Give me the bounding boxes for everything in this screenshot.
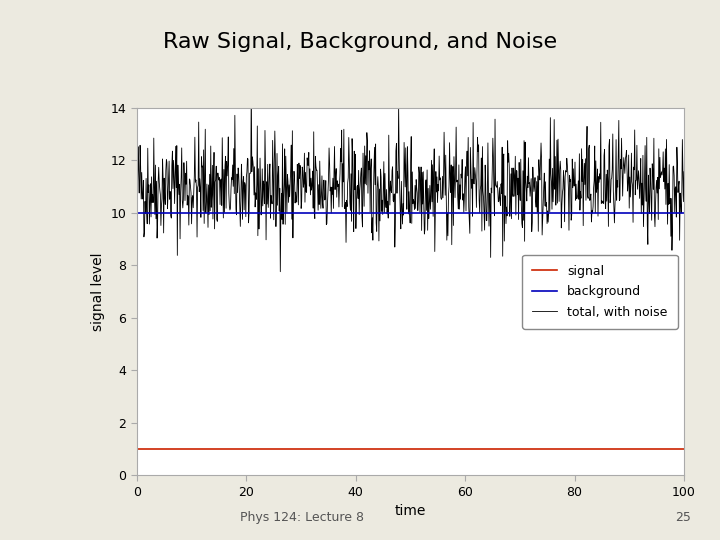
total, with noise	[680, 168, 688, 175]
Text: Raw Signal, Background, and Noise: Raw Signal, Background, and Noise	[163, 32, 557, 52]
Line: total, with noise: total, with noise	[137, 86, 684, 272]
total, with noise	[189, 192, 197, 199]
total, with noise	[247, 83, 256, 89]
total, with noise	[276, 268, 284, 275]
total, with noise	[509, 165, 518, 171]
Legend: signal, background, total, with noise: signal, background, total, with noise	[523, 254, 678, 329]
Y-axis label: signal level: signal level	[91, 252, 105, 331]
total, with noise	[570, 183, 579, 189]
total, with noise	[374, 238, 383, 244]
Text: 25: 25	[675, 511, 691, 524]
X-axis label: time: time	[395, 504, 426, 518]
total, with noise	[132, 171, 141, 177]
Text: Phys 124: Lecture 8: Phys 124: Lecture 8	[240, 511, 364, 524]
total, with noise	[355, 212, 364, 218]
total, with noise	[560, 219, 569, 225]
